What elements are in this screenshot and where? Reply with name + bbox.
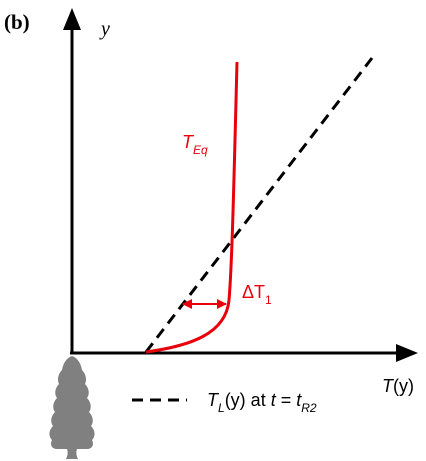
legend-r2-sub: R2 bbox=[301, 401, 317, 415]
tree-icon bbox=[49, 356, 95, 459]
delta-label-main: ΔT bbox=[242, 282, 265, 302]
delta-t-label: ΔT1 bbox=[242, 282, 272, 307]
legend-t2: t bbox=[296, 390, 302, 410]
curve-t-eq-label: TEq bbox=[182, 132, 208, 157]
dashed-line-tl bbox=[144, 57, 374, 353]
x-axis-arrowhead bbox=[396, 344, 418, 362]
legend-text: TL(y) at t = tR2 bbox=[207, 390, 317, 415]
curve-t-eq bbox=[145, 61, 239, 354]
curve-label-sub: Eq bbox=[193, 143, 208, 157]
y-axis-label: y bbox=[99, 18, 110, 40]
x-axis-label-var: T bbox=[382, 376, 395, 396]
legend-l-sub: L bbox=[218, 401, 225, 415]
x-axis-label: T(y) bbox=[382, 376, 414, 396]
legend-t: T bbox=[207, 390, 220, 410]
y-axis-arrowhead bbox=[63, 8, 81, 30]
delta-label-sub: 1 bbox=[265, 293, 272, 307]
legend-t1: t bbox=[271, 390, 277, 410]
curve-label-main: T bbox=[182, 132, 195, 152]
legend-eq: = bbox=[276, 390, 297, 410]
legend-mid: (y) at bbox=[225, 390, 271, 410]
x-axis-label-arg: (y) bbox=[393, 376, 414, 396]
panel-label: (b) bbox=[4, 10, 30, 34]
